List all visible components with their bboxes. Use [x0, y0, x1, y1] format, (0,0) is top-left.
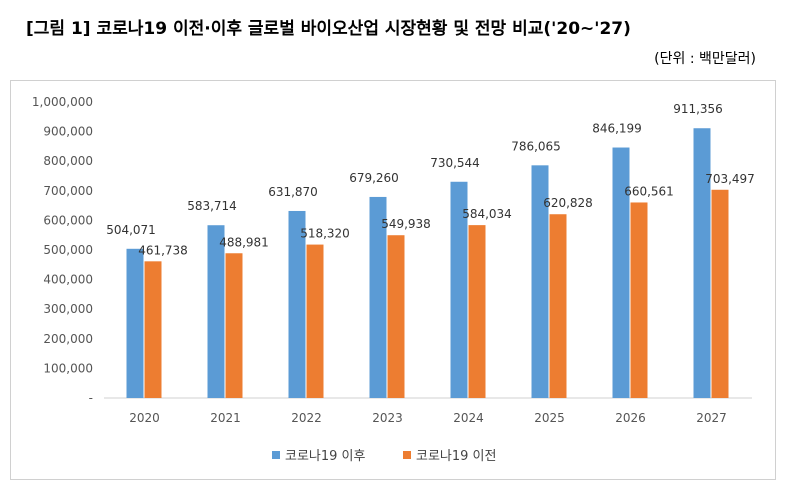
- x-tick-label: 2025: [534, 411, 565, 425]
- y-tick-label: 300,000: [43, 302, 93, 316]
- data-label-before-2027: 703,497: [705, 172, 755, 186]
- data-label-after-2020: 504,071: [106, 223, 156, 237]
- y-tick-label: 800,000: [43, 154, 93, 168]
- data-label-before-2024: 584,034: [462, 207, 512, 221]
- bar-after-2020: [126, 248, 144, 398]
- bar-before-2026: [630, 202, 648, 398]
- x-tick-label: 2023: [372, 411, 403, 425]
- data-label-after-2025: 786,065: [511, 139, 561, 153]
- x-tick-label: 2027: [696, 411, 727, 425]
- y-tick-label: 200,000: [43, 332, 93, 346]
- legend-swatch-before: [403, 451, 411, 459]
- y-tick-label: 500,000: [43, 243, 93, 257]
- x-tick-label: 2020: [129, 411, 160, 425]
- bar-before-2027: [711, 189, 729, 398]
- y-tick-label: 600,000: [43, 213, 93, 227]
- chart-title: [그림 1] 코로나19 이전·이후 글로벌 바이오산업 시장현황 및 전망 비…: [26, 19, 631, 39]
- data-label-after-2022: 631,870: [268, 185, 318, 199]
- bar-before-2025: [549, 214, 567, 398]
- data-label-after-2026: 846,199: [592, 122, 642, 136]
- bar-before-2020: [144, 261, 162, 398]
- y-tick-label: 900,000: [43, 125, 93, 139]
- bar-after-2026: [612, 147, 630, 398]
- y-tick-label: 400,000: [43, 273, 93, 287]
- legend-swatch-after: [272, 451, 280, 459]
- chart-frame: [10, 80, 776, 480]
- legend-label-after: 코로나19 이후: [285, 449, 366, 464]
- data-label-before-2022: 518,320: [300, 227, 350, 241]
- bar-after-2022: [288, 210, 306, 398]
- data-label-before-2025: 620,828: [543, 196, 593, 210]
- data-label-before-2020: 461,738: [138, 243, 188, 257]
- y-tick-label: 100,000: [43, 361, 93, 375]
- bar-before-2023: [387, 235, 405, 398]
- x-tick-label: 2021: [210, 411, 241, 425]
- bar-before-2024: [468, 225, 486, 398]
- y-tick-label: 1,000,000: [32, 95, 93, 109]
- x-tick-label: 2026: [615, 411, 646, 425]
- bar-before-2021: [225, 253, 243, 398]
- x-tick-label: 2022: [291, 411, 322, 425]
- data-label-before-2021: 488,981: [219, 235, 269, 249]
- y-tick-label: -: [89, 391, 93, 405]
- data-label-after-2021: 583,714: [187, 199, 237, 213]
- data-label-after-2023: 679,260: [349, 171, 399, 185]
- bar-after-2023: [369, 196, 387, 398]
- bar-after-2025: [531, 165, 549, 398]
- data-label-before-2026: 660,561: [624, 184, 674, 198]
- legend-label-before: 코로나19 이전: [416, 449, 496, 464]
- bar-after-2021: [207, 225, 225, 398]
- data-label-after-2024: 730,544: [430, 156, 480, 170]
- unit-label: (단위 : 백만달러): [654, 51, 756, 67]
- x-tick-label: 2024: [453, 411, 484, 425]
- bar-after-2027: [693, 128, 711, 398]
- bar-before-2022: [306, 244, 324, 398]
- y-tick-label: 700,000: [43, 184, 93, 198]
- data-label-after-2027: 911,356: [673, 102, 723, 116]
- bar-after-2024: [450, 181, 468, 398]
- data-label-before-2023: 549,938: [381, 217, 431, 231]
